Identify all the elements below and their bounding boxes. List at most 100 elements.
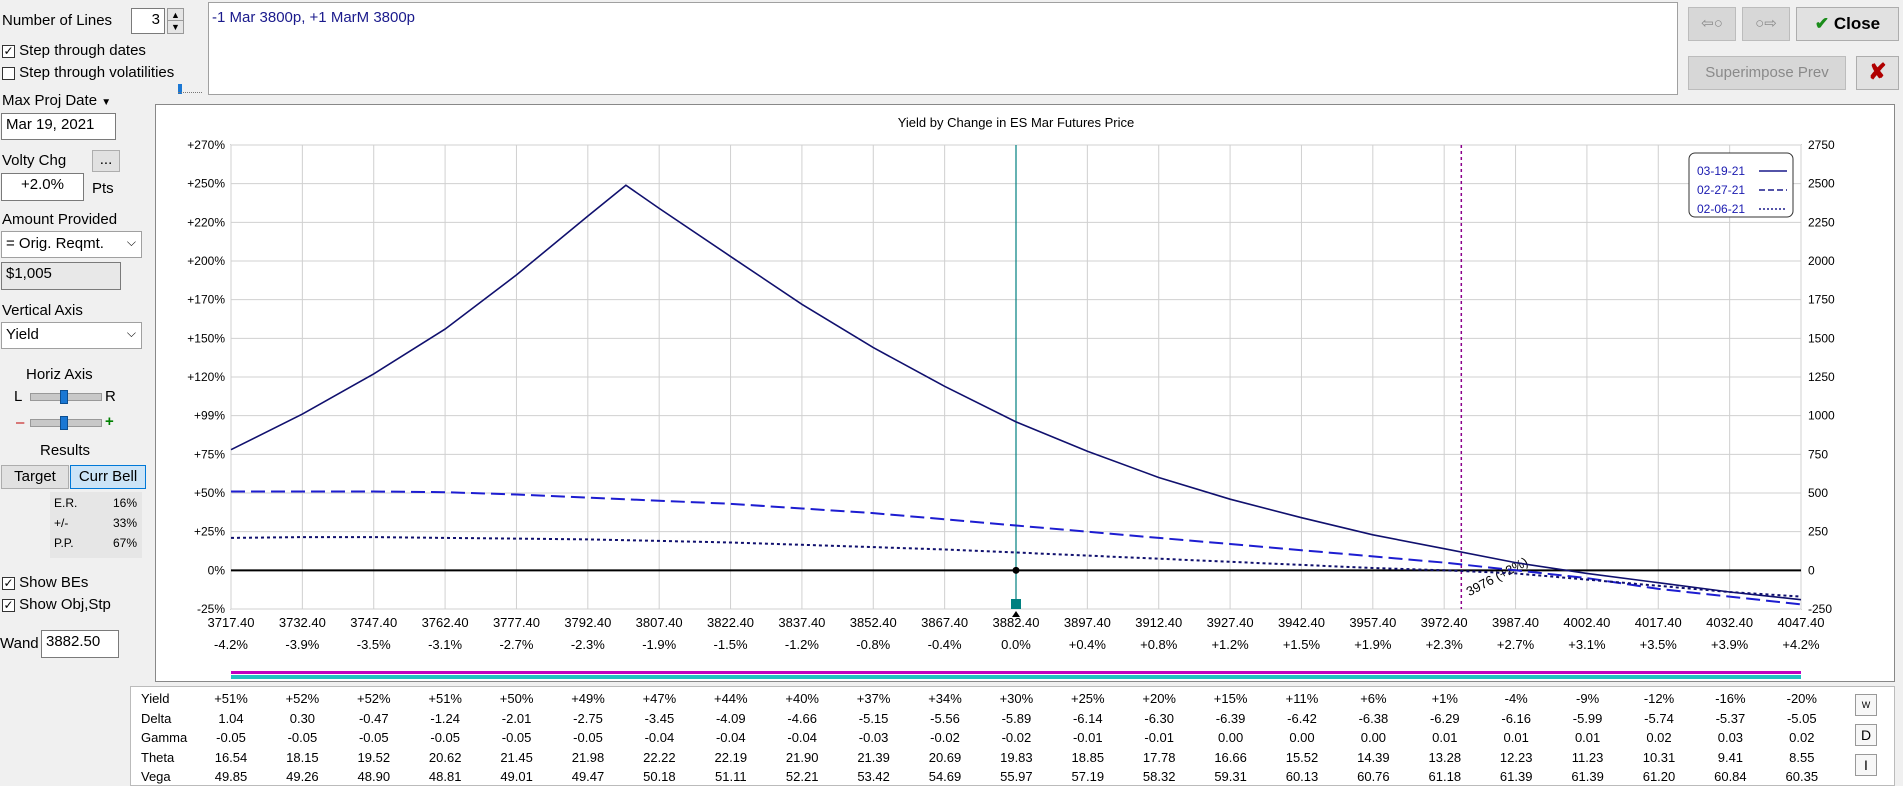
stats-cell: +49%: [571, 691, 605, 706]
legend-label: 02-06-21: [1697, 202, 1745, 216]
step-volatilities-checkbox[interactable]: Step through volatilities: [2, 64, 174, 81]
tab-target[interactable]: Target: [1, 465, 69, 489]
x-tick-label: 3927.40: [1207, 615, 1254, 630]
chevron-down-icon[interactable]: ⌵: [126, 326, 136, 340]
x-pct-tick-label: +3.1%: [1568, 637, 1606, 652]
stats-row-label: Gamma: [141, 730, 188, 745]
stats-cell: 48.81: [428, 769, 462, 784]
x-pct-tick-label: -1.9%: [642, 637, 676, 652]
x-tick-label: 3882.40: [993, 615, 1040, 630]
stats-cell: -0.01: [1072, 730, 1103, 745]
side-button-d[interactable]: D: [1855, 724, 1877, 746]
stats-cell: +52%: [356, 691, 391, 706]
side-button-i[interactable]: I: [1855, 754, 1877, 776]
stats-cell: -5.99: [1572, 710, 1603, 726]
stats-cell: 54.69: [928, 769, 962, 784]
checkbox-checked-icon[interactable]: ✓: [2, 575, 15, 590]
forward-arrow-button[interactable]: ○⇨: [1742, 7, 1790, 41]
stats-cell: 49.26: [286, 769, 319, 784]
vertical-axis-select[interactable]: Yield ⌵: [1, 322, 142, 349]
volty-chg-input[interactable]: +2.0%: [1, 173, 84, 201]
stats-cell: 52.21: [785, 769, 819, 784]
stats-cell: 60.35: [1785, 769, 1819, 784]
chevron-down-icon[interactable]: ⌵: [126, 235, 136, 249]
x-pct-tick-label: -3.1%: [428, 637, 462, 652]
stats-cell: +20%: [1142, 691, 1176, 706]
back-arrow-button[interactable]: ⇦○: [1688, 7, 1736, 41]
superimpose-prev-button[interactable]: Superimpose Prev: [1688, 56, 1846, 90]
amount-provided-select[interactable]: = Orig. Reqmt. ⌵: [1, 231, 142, 258]
stats-cell: 49.01: [500, 769, 533, 784]
y-right-tick-label: 1500: [1808, 331, 1835, 345]
checkbox-unchecked-icon[interactable]: [2, 66, 15, 80]
stats-cell: 9.41: [1717, 749, 1744, 765]
stats-cell: -5.37: [1715, 710, 1746, 726]
x-tick-label: 3972.40: [1421, 615, 1468, 630]
stats-cell: 53.42: [857, 769, 890, 784]
max-proj-date-input[interactable]: Mar 19, 2021: [1, 113, 116, 140]
horiz-minus-label: –: [16, 414, 25, 431]
stats-cell: 16.54: [214, 749, 248, 765]
x-tick-label: 3777.40: [493, 615, 540, 630]
yield-chart[interactable]: Yield by Change in ES Mar Futures Price 3…: [156, 105, 1896, 683]
checkbox-checked-icon[interactable]: ✓: [2, 597, 15, 612]
number-of-lines-spinner[interactable]: ▲ ▼: [167, 8, 184, 34]
y-right-tick-label: 2000: [1808, 254, 1835, 268]
stats-cell: 59.31: [1214, 769, 1247, 784]
stats-cell: -5.74: [1644, 710, 1674, 726]
stats-cell: 60.13: [1285, 769, 1319, 784]
max-proj-date-label[interactable]: Max Proj Date ▼: [2, 92, 112, 109]
spin-up-icon[interactable]: ▲: [168, 9, 183, 21]
volty-chg-more-button[interactable]: ...: [92, 150, 120, 172]
wand-input[interactable]: 3882.50: [41, 630, 119, 658]
horiz-r-label: R: [105, 388, 116, 405]
range-bar-cyan: [231, 675, 1801, 679]
close-button[interactable]: ✔ Close: [1796, 7, 1899, 41]
delete-x-icon[interactable]: ✘: [1856, 56, 1899, 90]
tab-curr-bell[interactable]: Curr Bell: [70, 465, 146, 489]
stats-cell: 60.76: [1357, 769, 1390, 784]
stats-cell: 12.23: [1499, 749, 1533, 765]
stats-cell: 49.85: [214, 769, 248, 784]
stats-cell: -6.30: [1144, 710, 1174, 726]
dropdown-arrow-icon[interactable]: ▼: [101, 97, 112, 108]
number-of-lines-input[interactable]: 3: [131, 8, 165, 34]
stats-cell: +30%: [999, 691, 1034, 706]
stats-cell: -0.47: [358, 710, 389, 726]
position-text-box[interactable]: -1 Mar 3800p, +1 MarM 3800p: [208, 2, 1678, 95]
chart-panel[interactable]: Yield by Change in ES Mar Futures Price 3…: [155, 104, 1895, 682]
x-tick-label: 3852.40: [850, 615, 897, 630]
stats-cell: -3.45: [644, 710, 675, 726]
step-dates-checkbox[interactable]: ✓ Step through dates: [2, 42, 146, 59]
stats-cell: 14.39: [1357, 749, 1390, 765]
y-left-tick-label: +25%: [194, 525, 225, 539]
x-tick-label: 3912.40: [1135, 615, 1182, 630]
y-left-tick-label: +120%: [187, 370, 225, 384]
x-tick-label: 3867.40: [921, 615, 968, 630]
horiz-lr-slider-thumb[interactable]: [60, 390, 68, 404]
stats-cell: 22.22: [643, 749, 676, 765]
stats-cell: 61.20: [1642, 769, 1676, 784]
x-tick-label: 4032.40: [1706, 615, 1753, 630]
stats-cell: -6.39: [1215, 710, 1246, 726]
x-pct-tick-label: 0.0%: [1001, 637, 1031, 652]
horiz-zoom-slider-thumb[interactable]: [60, 416, 68, 430]
checkbox-checked-icon[interactable]: ✓: [2, 43, 15, 58]
stats-cell: -0.03: [858, 730, 889, 745]
show-bes-checkbox[interactable]: ✓ Show BEs: [2, 574, 88, 591]
x-pct-tick-label: -1.5%: [714, 637, 748, 652]
stats-cell: 15.52: [1285, 749, 1319, 765]
stats-cell: -0.02: [930, 730, 960, 745]
x-pct-tick-label: -3.9%: [285, 637, 319, 652]
x-tick-label: 4047.40: [1778, 615, 1825, 630]
y-right-tick-label: 1000: [1808, 409, 1835, 423]
x-pct-tick-label: +2.3%: [1426, 637, 1464, 652]
spin-down-icon[interactable]: ▼: [171, 22, 180, 32]
show-objstp-checkbox[interactable]: ✓ Show Obj,Stp: [2, 596, 111, 613]
stats-cell: +25%: [1070, 691, 1105, 706]
step-slider[interactable]: [178, 84, 202, 94]
y-left-tick-label: +250%: [187, 177, 225, 191]
x-tick-label: 3717.40: [208, 615, 255, 630]
side-button-w[interactable]: W: [1855, 694, 1877, 716]
y-right-tick-label: 1750: [1808, 293, 1835, 307]
